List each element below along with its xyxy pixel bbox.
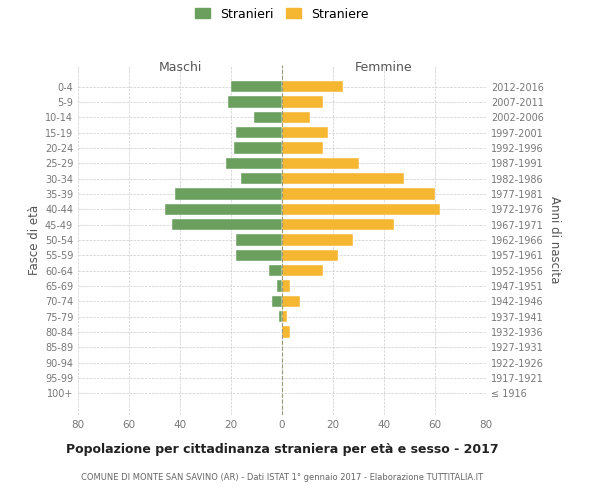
- Bar: [175, 188, 282, 200]
- Bar: [282, 204, 440, 215]
- Bar: [233, 142, 282, 154]
- Bar: [277, 280, 282, 292]
- Text: Femmine: Femmine: [355, 62, 413, 74]
- Bar: [282, 158, 359, 169]
- Bar: [282, 234, 353, 246]
- Bar: [282, 112, 310, 123]
- Bar: [282, 326, 290, 338]
- Y-axis label: Anni di nascita: Anni di nascita: [548, 196, 561, 284]
- Legend: Stranieri, Straniere: Stranieri, Straniere: [190, 2, 374, 26]
- Y-axis label: Fasce di età: Fasce di età: [28, 205, 41, 275]
- Bar: [172, 219, 282, 230]
- Bar: [254, 112, 282, 123]
- Bar: [282, 142, 323, 154]
- Bar: [164, 204, 282, 215]
- Bar: [229, 96, 282, 108]
- Bar: [241, 173, 282, 184]
- Text: COMUNE DI MONTE SAN SAVINO (AR) - Dati ISTAT 1° gennaio 2017 - Elaborazione TUTT: COMUNE DI MONTE SAN SAVINO (AR) - Dati I…: [81, 472, 483, 482]
- Bar: [236, 127, 282, 138]
- Bar: [282, 188, 435, 200]
- Bar: [236, 250, 282, 261]
- Text: Popolazione per cittadinanza straniera per età e sesso - 2017: Popolazione per cittadinanza straniera p…: [65, 442, 499, 456]
- Bar: [282, 311, 287, 322]
- Bar: [282, 296, 300, 307]
- Bar: [282, 173, 404, 184]
- Bar: [282, 219, 394, 230]
- Text: Maschi: Maschi: [158, 62, 202, 74]
- Bar: [231, 81, 282, 92]
- Bar: [282, 96, 323, 108]
- Bar: [272, 296, 282, 307]
- Bar: [269, 265, 282, 276]
- Bar: [282, 280, 290, 292]
- Bar: [282, 81, 343, 92]
- Bar: [236, 234, 282, 246]
- Bar: [282, 265, 323, 276]
- Bar: [282, 250, 338, 261]
- Bar: [282, 127, 328, 138]
- Bar: [280, 311, 282, 322]
- Bar: [226, 158, 282, 169]
